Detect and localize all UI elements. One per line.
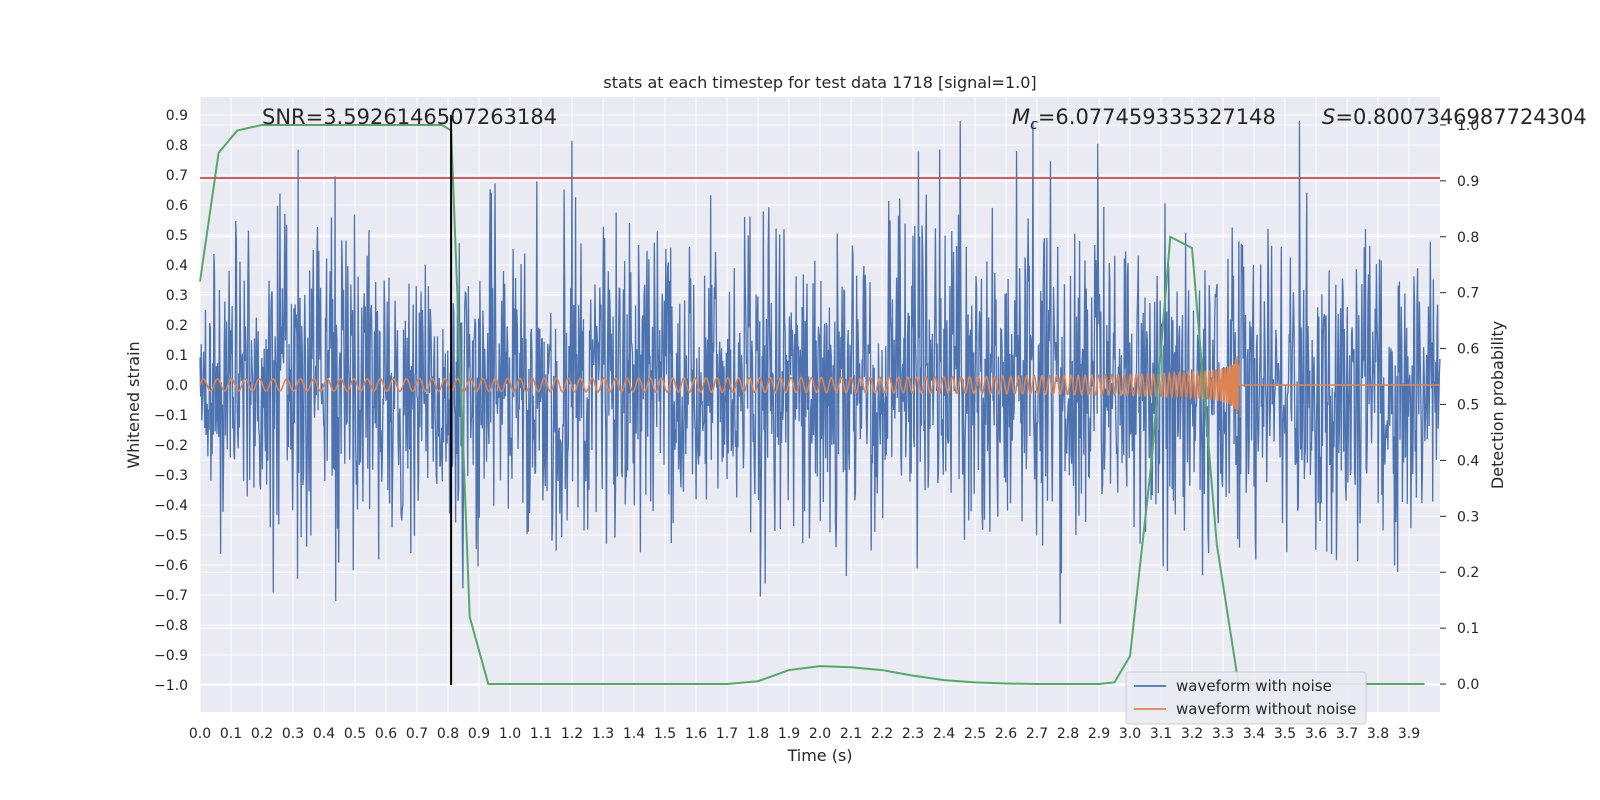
series-waveform-with-noise: [199, 120, 1441, 624]
y2-tick-label: 0.4: [1457, 453, 1479, 469]
x-tick-label: 0.5: [344, 726, 366, 742]
x-tick-label: 1.9: [778, 726, 800, 742]
y-tick-label: −0.3: [154, 468, 188, 484]
y2-tick-label: 0.1: [1457, 621, 1479, 637]
legend: waveform with noise waveform without noi…: [1125, 671, 1367, 725]
y-tick-label: −0.1: [154, 408, 188, 424]
x-tick-label: 1.2: [561, 726, 583, 742]
x-tick-label: 3.3: [1212, 726, 1234, 742]
x-tick-label: 3.9: [1398, 726, 1420, 742]
x-tick-label: 3.5: [1274, 726, 1296, 742]
x-tick-label: 1.8: [747, 726, 769, 742]
x-tick-label: 3.4: [1243, 726, 1265, 742]
y2-tick-label: 0.5: [1457, 398, 1479, 414]
x-tick-label: 2.8: [1057, 726, 1079, 742]
x-tick-label: 1.7: [716, 726, 738, 742]
y-tick-label: −0.8: [154, 618, 188, 634]
x-tick-label: 0.7: [406, 726, 428, 742]
y2-tick-label: 0.9: [1457, 174, 1479, 190]
y-tick-label: −0.5: [154, 528, 188, 544]
chart-title: stats at each timestep for test data 171…: [603, 73, 1036, 92]
y-tick-label: 0.7: [166, 168, 188, 184]
y2-axis-ticks: 1.0 0.9 0.8 0.7 0.6 0.5 0.4 0.3 0.2 0.1 0.0: [1440, 118, 1479, 693]
x-tick-label: 0.0: [189, 726, 211, 742]
x-tick-label: 3.0: [1119, 726, 1141, 742]
y2-tick-label: 0.0: [1457, 677, 1479, 693]
x-tick-label: 0.8: [437, 726, 459, 742]
y-tick-label: −0.6: [154, 558, 188, 574]
x-tick-label: 3.6: [1305, 726, 1327, 742]
x-tick-label: 1.5: [654, 726, 676, 742]
y-tick-label: −0.7: [154, 588, 188, 604]
series-detection-probability: [199, 123, 1425, 686]
x-tick-label: 2.6: [995, 726, 1017, 742]
y-tick-label: 0.0: [166, 378, 188, 394]
x-tick-label: 0.3: [282, 726, 304, 742]
legend-label-noise: waveform with noise: [1176, 677, 1332, 695]
x-tick-label: 2.3: [902, 726, 924, 742]
chirp-mass-subscript: c: [1030, 117, 1038, 133]
y-tick-label: 0.5: [166, 228, 188, 244]
probability-trace: [199, 123, 1425, 686]
y-tick-label: −0.4: [154, 498, 188, 514]
x-tick-label: 2.7: [1026, 726, 1048, 742]
x-tick-label: 3.2: [1181, 726, 1203, 742]
x-tick-label: 0.4: [313, 726, 335, 742]
y-tick-label: −0.9: [154, 648, 188, 664]
x-tick-label: 1.0: [499, 726, 521, 742]
chirp-mass-value: =6.077459335327148: [1038, 105, 1276, 129]
x-tick-label: 0.1: [220, 726, 242, 742]
y-tick-label: 0.9: [166, 108, 188, 124]
y-tick-label: −0.2: [154, 438, 188, 454]
x-tick-label: 1.1: [530, 726, 552, 742]
y-axis-label: Whitened strain: [124, 341, 143, 468]
noise-trace: [199, 120, 1441, 624]
x-tick-label: 2.9: [1088, 726, 1110, 742]
y2-tick-label: 0.2: [1457, 565, 1479, 581]
x-tick-label: 2.1: [840, 726, 862, 742]
y2-tick-label: 0.7: [1457, 286, 1479, 302]
x-axis-ticks: 0.0 0.1 0.2 0.3 0.4 0.5 0.6 0.7 0.8 0.9 1.0 1.1 1.2 1…: [189, 726, 1420, 742]
snr-annotation: SNR=3.5926146507263184: [262, 105, 557, 129]
y-tick-label: 0.4: [166, 258, 188, 274]
y-tick-label: −1.0: [154, 678, 188, 694]
x-axis-label: Time (s): [786, 746, 852, 765]
x-tick-label: 0.6: [375, 726, 397, 742]
y2-tick-label: 0.8: [1457, 230, 1479, 246]
y-axis-ticks: 0.9 0.8 0.7 0.6 0.5 0.4 0.3 0.2 0.1 0.0 −0.1 −0.2 −0…: [154, 108, 188, 694]
spin-symbol: S: [1322, 105, 1335, 129]
x-tick-label: 1.3: [592, 726, 614, 742]
chirp-mass-annotation: Mc=6.077459335327148: [1012, 105, 1276, 133]
spin-annotation: S=0.8007346987724304: [1322, 105, 1587, 129]
x-tick-label: 1.6: [685, 726, 707, 742]
x-tick-label: 1.4: [623, 726, 645, 742]
x-tick-label: 2.2: [871, 726, 893, 742]
spin-value: =0.8007346987724304: [1335, 105, 1586, 129]
y2-tick-label: 1.0: [1457, 118, 1479, 134]
y2-axis-label: Detection probability: [1488, 321, 1507, 489]
x-tick-label: 0.9: [468, 726, 490, 742]
y-tick-label: 0.6: [166, 198, 188, 214]
y2-tick-label: 0.3: [1457, 509, 1479, 525]
x-tick-label: 2.5: [964, 726, 986, 742]
x-tick-label: 3.7: [1336, 726, 1358, 742]
reference-lines: [200, 115, 1440, 685]
x-tick-label: 3.8: [1367, 726, 1389, 742]
x-tick-label: 0.2: [251, 726, 273, 742]
x-tick-label: 3.1: [1150, 726, 1172, 742]
series-waveform-without-noise: [199, 356, 1440, 415]
y-tick-label: 0.3: [166, 288, 188, 304]
x-tick-label: 2.0: [809, 726, 831, 742]
legend-frame: [1125, 671, 1367, 725]
chirp-mass-symbol: M: [1012, 105, 1030, 129]
y-tick-label: 0.2: [166, 318, 188, 334]
y-tick-label: 0.1: [166, 348, 188, 364]
x-tick-label: 2.4: [933, 726, 955, 742]
y-tick-label: 0.8: [166, 138, 188, 154]
legend-label-clean: waveform without noise: [1176, 700, 1356, 718]
y2-tick-label: 0.6: [1457, 342, 1479, 358]
chirp-trace: [199, 356, 1440, 415]
